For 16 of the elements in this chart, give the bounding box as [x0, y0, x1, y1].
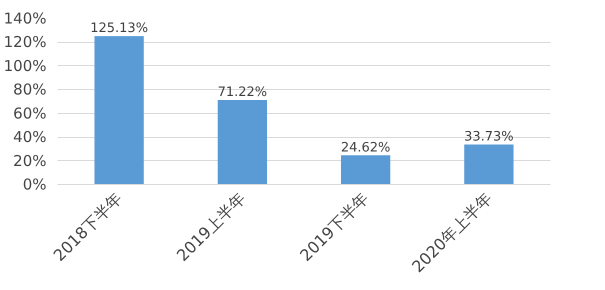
data-label: 33.73% — [464, 130, 514, 145]
y-tick-label: 0% — [22, 176, 46, 194]
bar — [340, 155, 390, 184]
y-tick-label: 80% — [13, 80, 47, 99]
data-label: 24.62% — [340, 140, 390, 156]
y-tick-label: 20% — [13, 152, 47, 170]
y-tick-label: 120% — [4, 33, 47, 52]
bar — [218, 100, 268, 184]
bar — [94, 36, 144, 184]
y-tick-label: 100% — [4, 56, 47, 75]
y-tick-label: 40% — [13, 128, 47, 146]
y-tick-label: 140% — [4, 10, 47, 28]
y-tick-label: 60% — [13, 104, 47, 122]
bar — [464, 144, 514, 184]
data-label: 125.13% — [90, 21, 148, 36]
data-label: 71.22% — [218, 85, 268, 100]
